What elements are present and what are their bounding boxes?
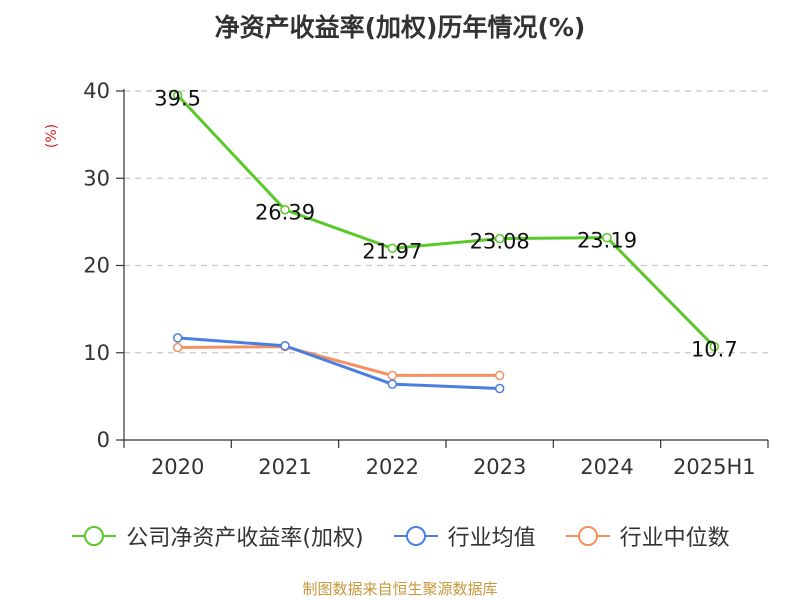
data-point-series-1 (280, 341, 290, 351)
x-tick-label: 2021 (258, 455, 311, 479)
data-point-series-1 (494, 383, 505, 394)
x-tick-label: 2022 (366, 455, 419, 479)
data-point-series-2 (172, 342, 183, 353)
y-tick-label: 0 (97, 428, 110, 452)
legend-line-marker-orange (565, 526, 610, 546)
data-point-series-0 (280, 204, 290, 215)
series-line-2 (177, 345, 500, 377)
chart-title: 净资产收益率(加权)历年情况(%) (214, 13, 586, 42)
data-point-series-2 (494, 370, 505, 381)
data-point-series-1 (387, 379, 398, 389)
legend: 公司净资产收益率(加权) 行业均值 行业中位数 (0, 520, 800, 552)
data-label: 10.7 (691, 338, 738, 362)
x-tick-label: 2025H1 (673, 455, 756, 479)
data-point-series-0 (709, 341, 720, 352)
series-layer (172, 90, 720, 394)
x-tick-label: 2024 (580, 455, 633, 479)
data-label: 23.19 (577, 229, 637, 253)
legend-line-marker-blue (393, 526, 438, 546)
axis-layer: 0 10 20 30 40 2020 2021 2022 2023 2024 2025H1 (83, 79, 769, 479)
legend-item-industry-mean[interactable]: 行业均值 (392, 520, 536, 552)
x-tick-label: 2020 (151, 455, 204, 479)
data-point-series-2 (387, 370, 398, 381)
x-tick-label: 2023 (473, 455, 526, 479)
data-point-series-0 (494, 233, 505, 244)
legend-label-industry-mean: 行业均值 (447, 526, 536, 551)
data-label: 26.39 (255, 201, 315, 225)
legend-line-marker-green (72, 526, 117, 546)
data-point-series-0 (172, 90, 183, 101)
series-line-0 (176, 94, 716, 348)
y-tick-label: 10 (83, 341, 110, 365)
data-label: 23.08 (470, 230, 530, 254)
legend-label-industry-median: 行业中位数 (619, 526, 730, 551)
legend-item-industry-median[interactable]: 行业中位数 (564, 520, 730, 552)
data-point-series-0 (387, 243, 398, 254)
series-line-1 (177, 336, 500, 391)
legend-label-company-roe: 公司净资产收益率(加权) (126, 526, 364, 551)
data-point-series-1 (172, 333, 183, 343)
y-tick-label: 40 (83, 79, 110, 103)
legend-item-company-roe[interactable]: 公司净资产收益率(加权) (70, 520, 364, 552)
y-tick-label: 20 (83, 254, 110, 278)
y-tick-label: 30 (83, 166, 110, 190)
data-point-series-0 (602, 232, 612, 243)
data-label-layer: 39.5 26.39 21.97 23.08 23.19 10.7 (154, 86, 737, 361)
grid-layer (124, 90, 768, 354)
data-label: 39.5 (154, 86, 201, 110)
data-label: 21.97 (362, 239, 422, 263)
data-source-note: 制图数据来自恒生聚源数据库 (302, 580, 498, 598)
